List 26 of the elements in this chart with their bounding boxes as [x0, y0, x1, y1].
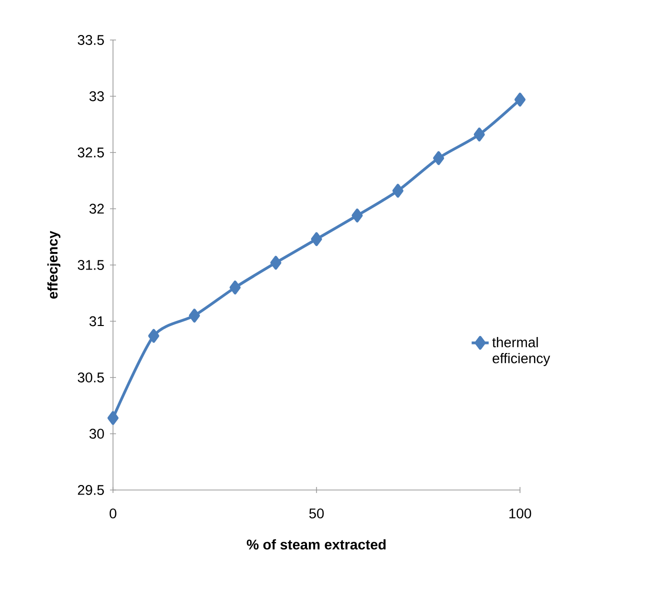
- y-tick-label: 31: [89, 316, 104, 326]
- x-tick-label: 100: [509, 508, 532, 518]
- y-tick-label: 33: [89, 91, 104, 102]
- point: [352, 208, 363, 222]
- point: [474, 128, 485, 142]
- point: [392, 184, 404, 198]
- point: [514, 92, 526, 107]
- y-tick-label: 29.5: [78, 485, 104, 495]
- point: [188, 308, 200, 323]
- y-tick-label: 33.5: [78, 35, 104, 45]
- point: [148, 328, 160, 343]
- y-tick-label: 32.5: [78, 148, 104, 158]
- point: [107, 411, 119, 425]
- y-axis-title: effecjency: [47, 230, 60, 299]
- x-axis-title: % of steam extracted: [246, 539, 386, 550]
- point: [433, 151, 444, 166]
- y-tick-label: 30.5: [78, 372, 104, 382]
- y-tick-label: 32: [89, 204, 104, 214]
- point: [310, 232, 322, 246]
- point: [270, 256, 282, 270]
- point: [230, 280, 241, 294]
- legend-label: thermal efficiency: [492, 337, 550, 366]
- y-tick-label: 30: [89, 428, 104, 439]
- y-tick-label: 31.5: [78, 260, 104, 270]
- x-tick-label: 0: [110, 508, 116, 518]
- x-tick-label: 50: [309, 508, 324, 518]
